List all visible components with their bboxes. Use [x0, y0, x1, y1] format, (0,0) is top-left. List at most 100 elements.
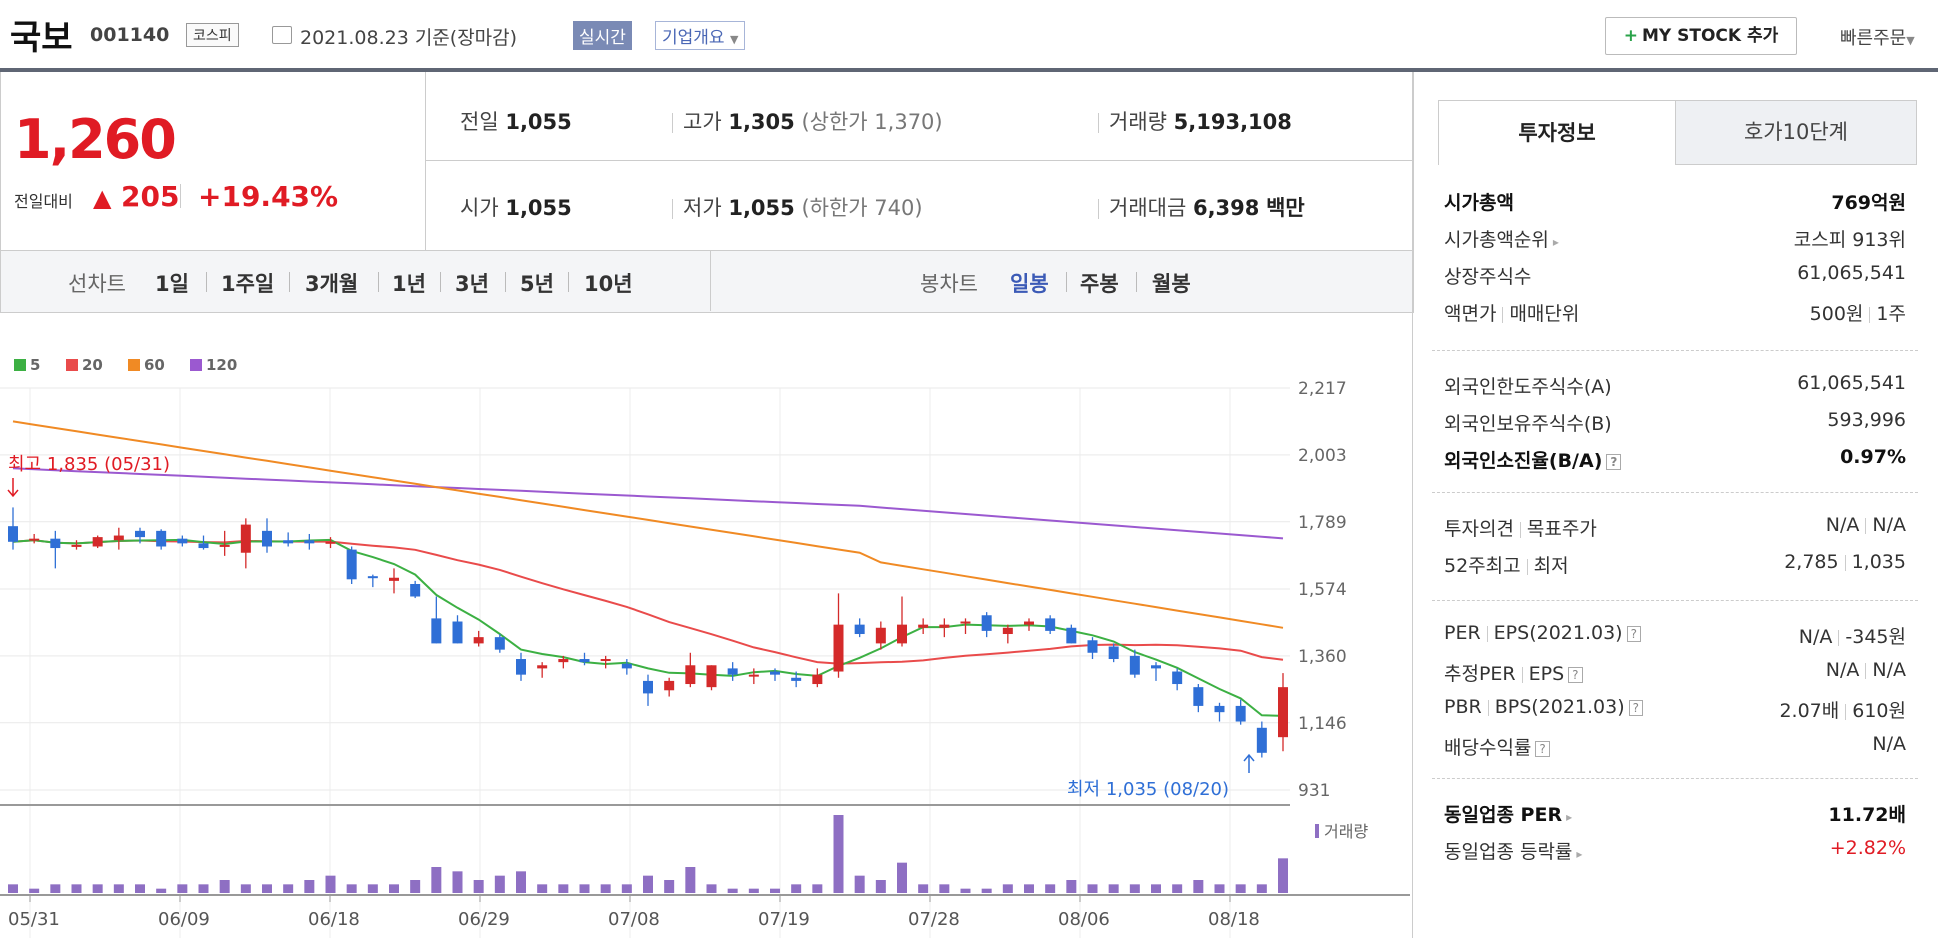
volume-bar: [452, 871, 463, 893]
info-row: 액면가 매매단위 500원 1주: [1444, 299, 1906, 333]
prev-close: 전일 1,055: [460, 106, 572, 136]
period-1d-button[interactable]: 1일: [155, 272, 189, 296]
upper-limit: (상한가 1,370): [801, 110, 942, 134]
candle-body: [367, 576, 378, 579]
realtime-button[interactable]: 실시간: [573, 21, 632, 50]
candle-body: [1172, 671, 1183, 685]
volume-bar: [325, 875, 336, 893]
upper-label: (상한가: [801, 110, 868, 134]
chevron-down-icon: ▼: [729, 33, 739, 46]
divider: [1838, 629, 1840, 646]
info-value: 0.97%: [1840, 446, 1906, 468]
candle-body: [325, 541, 336, 544]
info-label-sub: 목표주가: [1526, 518, 1597, 540]
volume-bar: [812, 884, 823, 893]
candle-monthly-button[interactable]: 월봉: [1152, 272, 1191, 296]
volume-legend-label: 거래량: [1324, 822, 1368, 841]
info-row-value: N/A: [1872, 733, 1906, 755]
candle-body: [473, 637, 484, 644]
x-tick-label: 07/28: [908, 909, 960, 930]
help-icon[interactable]: ?: [1626, 625, 1641, 642]
change-percent: +19.43%: [198, 180, 339, 213]
x-tick-label: 07/19: [758, 909, 810, 930]
arrow-right-icon[interactable]: ▸: [1566, 810, 1573, 824]
legend-swatch-ma20: [66, 359, 78, 371]
price-summary: [0, 72, 1414, 251]
info-row-label: 투자의견 목표주가: [1444, 514, 1597, 541]
candle-body: [452, 621, 463, 644]
divider: [425, 72, 426, 250]
volume-bar: [981, 888, 992, 893]
calendar-icon: [272, 26, 292, 44]
y-tick-label: 2,217: [1298, 379, 1347, 399]
x-tick-label: 08/18: [1208, 909, 1260, 930]
candle-body: [643, 680, 653, 694]
volume-bar: [494, 875, 505, 893]
info-value-sub: N/A: [1872, 514, 1906, 536]
info-value: 593,996: [1827, 409, 1906, 431]
period-1y-button[interactable]: 1년: [392, 272, 426, 296]
candle-body: [706, 665, 717, 688]
tab-order-book[interactable]: 호가10단계: [1675, 100, 1917, 165]
x-tick-label: 08/06: [1058, 909, 1110, 930]
divider: [378, 272, 379, 292]
volume-bar: [1045, 884, 1056, 893]
info-label: 액면가: [1444, 303, 1497, 325]
candle-body: [1002, 627, 1013, 635]
volume-bar: [346, 884, 357, 893]
period-3m-button[interactable]: 3개월: [305, 272, 359, 296]
info-row-value: 0.97%: [1840, 446, 1906, 468]
period-3y-button[interactable]: 3년: [455, 272, 489, 296]
info-row: 외국인한도주식수(A) 61,065,541: [1444, 372, 1906, 406]
arrow-right-icon[interactable]: ▸: [1552, 235, 1559, 249]
open-label: 시가: [460, 196, 499, 220]
volume-bar: [558, 884, 569, 893]
add-mystock-button[interactable]: + MY STOCK 추가: [1605, 17, 1797, 55]
company-overview-dropdown[interactable]: 기업개요 ▼: [655, 21, 746, 50]
divider: [206, 272, 207, 292]
candle-chart-label: 봉차트: [920, 272, 978, 296]
upper-close: ): [934, 110, 943, 134]
volume-bar: [516, 871, 526, 893]
candle-daily-button[interactable]: 일봉: [1010, 272, 1049, 296]
period-5y-button[interactable]: 5년: [520, 272, 554, 296]
volume-bar: [29, 888, 40, 893]
info-label-sub: EPS(2021.03): [1493, 622, 1623, 644]
info-label: 추정PER: [1444, 663, 1516, 685]
info-value-sub: 1,035: [1851, 551, 1906, 573]
arrow-right-icon[interactable]: ▸: [1576, 847, 1583, 861]
info-row-label: 시가총액순위 ▸: [1444, 225, 1559, 252]
divider: [672, 113, 673, 133]
add-mystock-label: MY STOCK 추가: [1641, 26, 1779, 46]
help-icon[interactable]: ?: [1628, 699, 1644, 716]
open-value: 1,055: [505, 196, 572, 220]
candle-body: [833, 624, 844, 672]
quick-order-dropdown[interactable]: 빠른주문▼: [1840, 24, 1915, 50]
candle-body: [854, 624, 865, 635]
candle-body: [219, 544, 230, 547]
candle-weekly-button[interactable]: 주봉: [1080, 272, 1119, 296]
divider: [505, 272, 506, 292]
help-icon[interactable]: ?: [1535, 740, 1550, 757]
info-value: +2.82%: [1829, 837, 1906, 859]
volume-bar: [113, 884, 124, 893]
info-label-sub: BPS(2021.03): [1494, 696, 1625, 718]
volume-bar: [283, 884, 294, 893]
candle-body: [812, 674, 823, 685]
period-1w-button[interactable]: 1주일: [221, 272, 275, 296]
price-chart[interactable]: 5 20 60 120 2,217 2,003 1,789 1,574 1,360 1,146 93…: [0, 350, 1410, 938]
tab-investment-info[interactable]: 투자정보: [1438, 100, 1676, 165]
volume-bar: [240, 884, 251, 893]
info-label: 외국인한도주식수(A): [1444, 376, 1612, 398]
info-value-sub: N/A: [1872, 659, 1906, 681]
volume-bar: [219, 880, 230, 893]
help-icon[interactable]: ?: [1606, 453, 1622, 470]
volume-bar: [367, 884, 378, 893]
help-icon[interactable]: ?: [1568, 666, 1583, 683]
divider: [1844, 554, 1846, 571]
info-row-value: N/A N/A: [1826, 659, 1906, 681]
candle-body: [1087, 640, 1098, 653]
info-row-label: 시가총액: [1444, 188, 1514, 215]
section-divider: [1432, 492, 1918, 493]
period-10y-button[interactable]: 10년: [584, 272, 633, 296]
